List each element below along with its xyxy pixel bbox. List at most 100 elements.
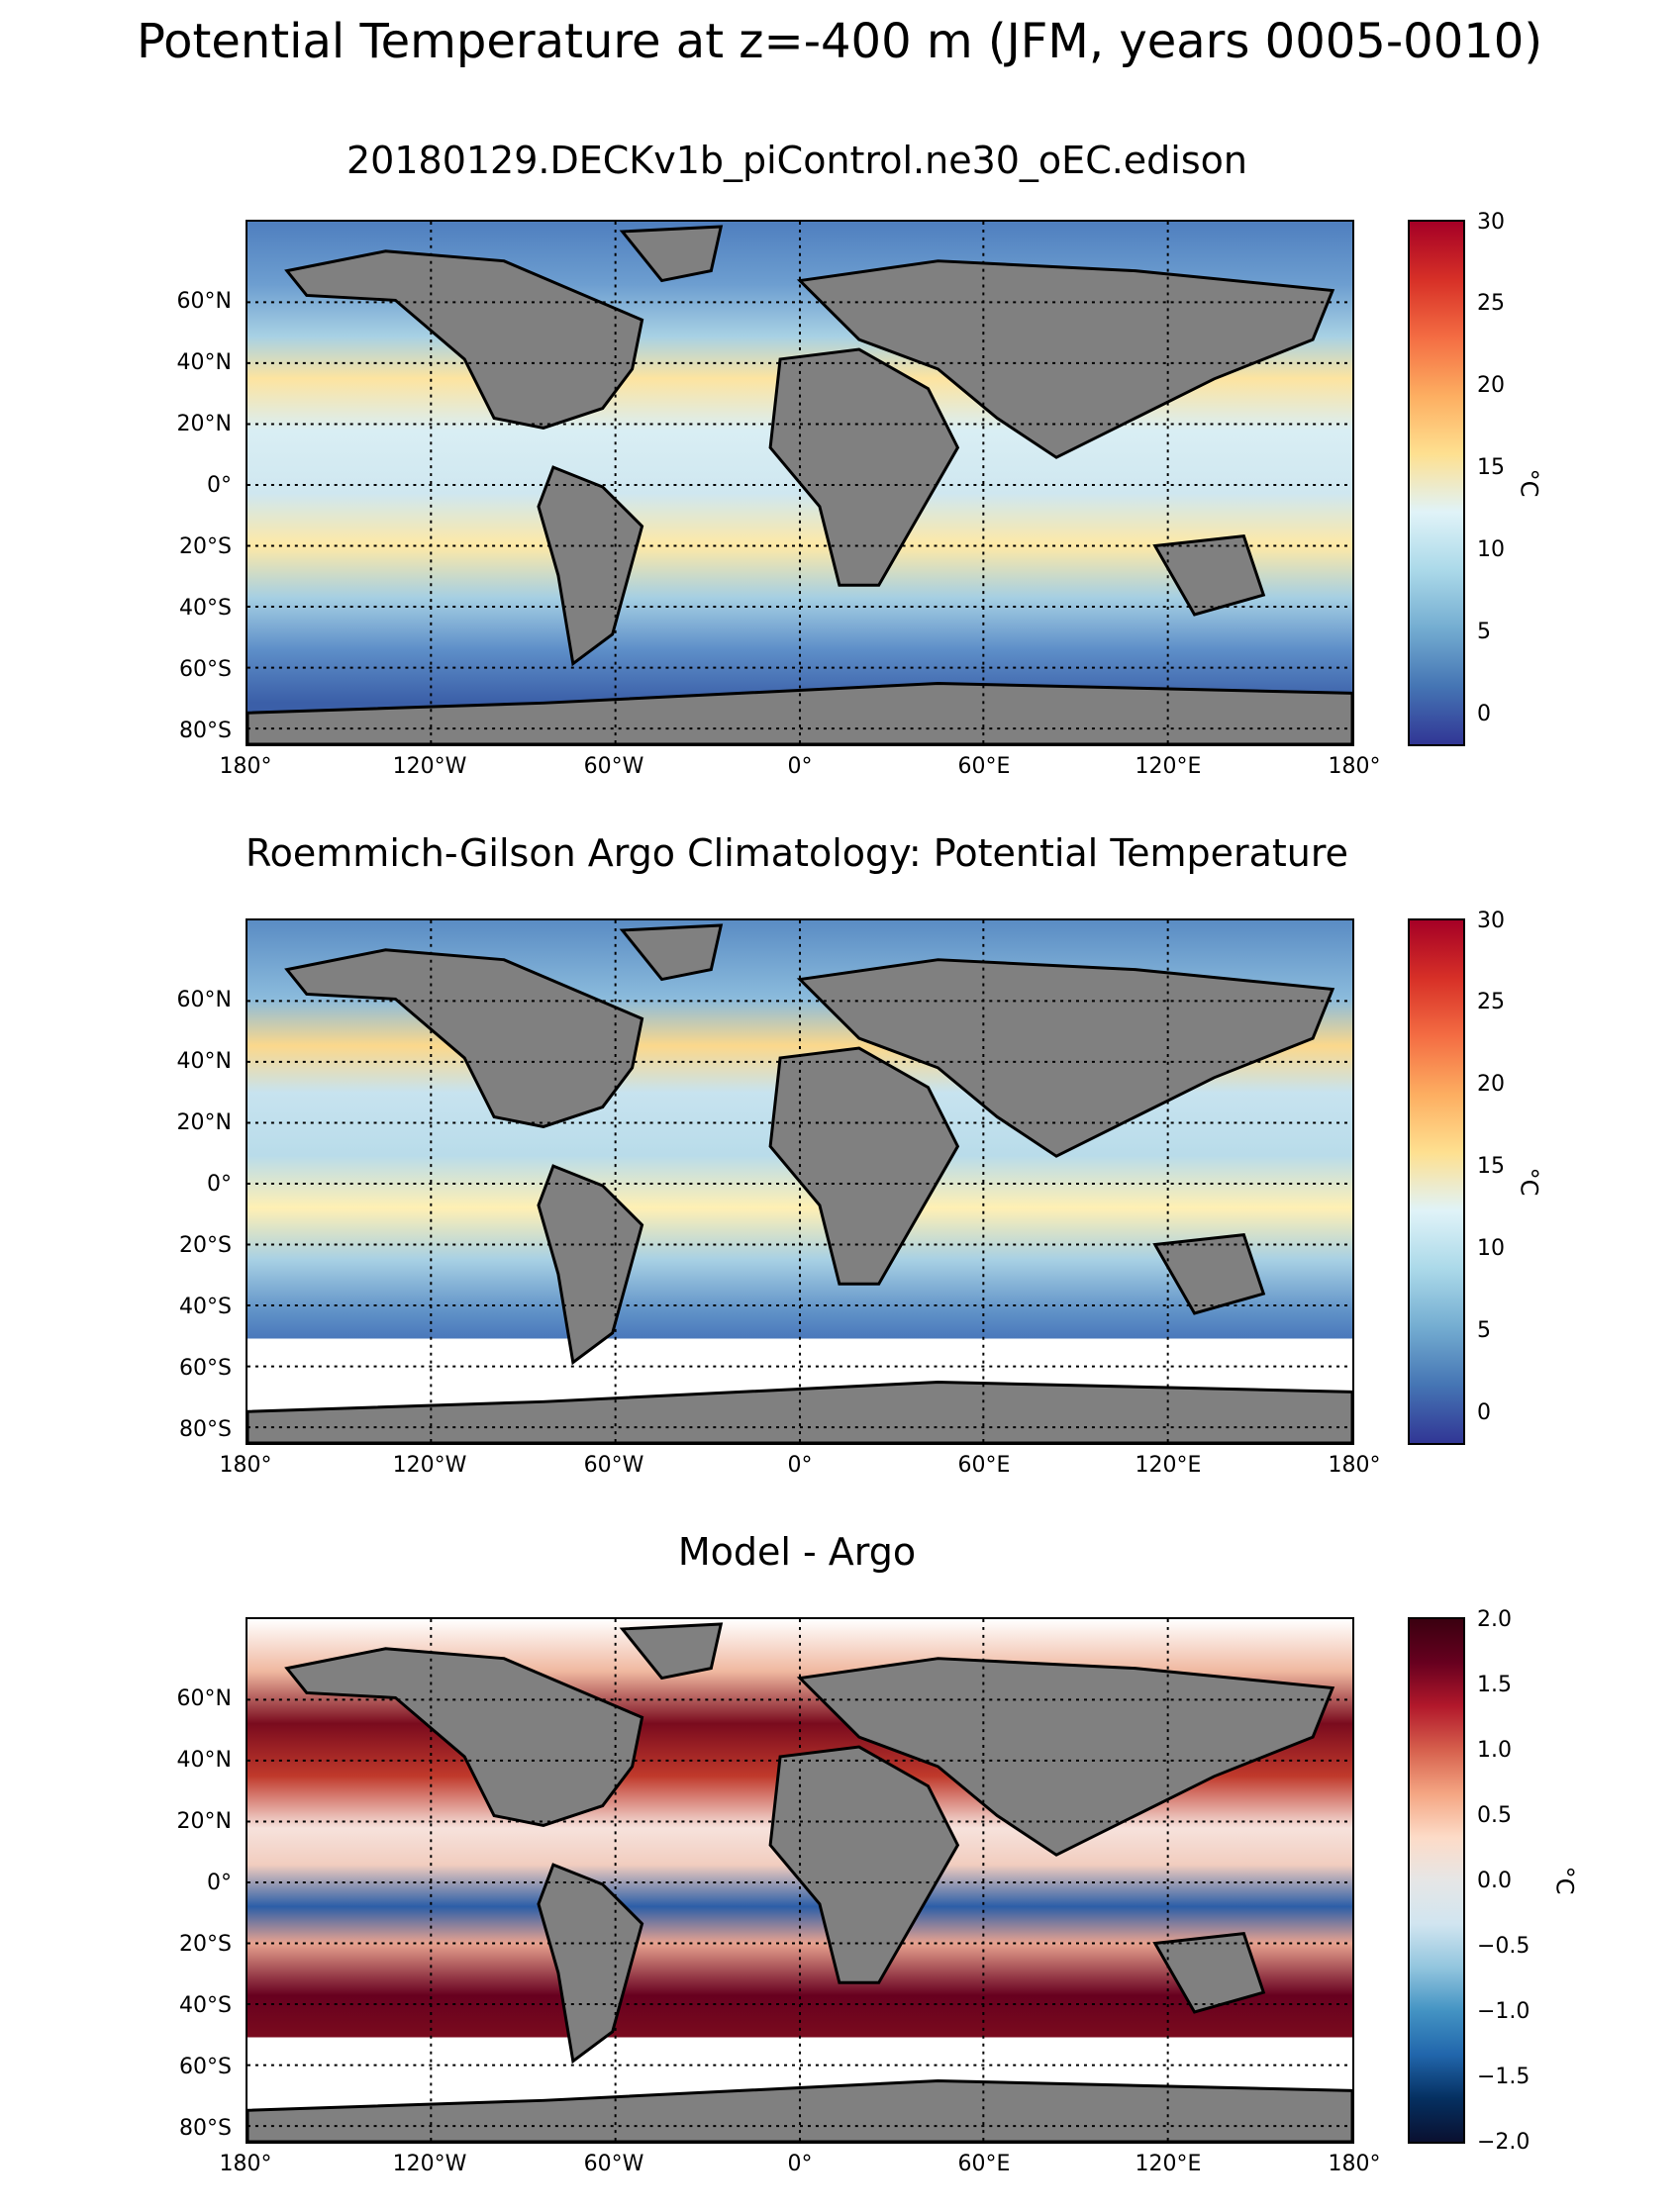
panel-2-lat-60s: 60°S bbox=[179, 1356, 232, 1381]
panel-2-lat-40n: 40°N bbox=[176, 1049, 232, 1074]
panel-1-lat-20s: 20°S bbox=[179, 534, 232, 559]
panel-2-cb-tick: 15 bbox=[1477, 1154, 1505, 1179]
panel-2-lon-180e: 180° bbox=[1328, 1453, 1381, 1478]
panel-2-map-svg bbox=[247, 920, 1352, 1443]
panel-3-colorbar-label: °C bbox=[1550, 1866, 1579, 1895]
panel-2-cb-tick: 10 bbox=[1477, 1236, 1505, 1261]
panel-2-cb-tick: 20 bbox=[1477, 1072, 1505, 1097]
panel-3-lon-180e: 180° bbox=[1328, 2152, 1381, 2176]
panel-2-lat-20s: 20°S bbox=[179, 1233, 232, 1258]
panel-2-cb-tick: 0 bbox=[1477, 1400, 1491, 1425]
panel-3-lon-60e: 60°E bbox=[957, 2152, 1011, 2176]
panel-1-lat-60s: 60°S bbox=[179, 657, 232, 682]
panel-3-cb-tick: −1.0 bbox=[1477, 1999, 1531, 2024]
panel-1-colorbar-label: °C bbox=[1515, 468, 1543, 498]
panel-1-cb-tick: 25 bbox=[1477, 291, 1505, 316]
greenland-shape bbox=[619, 1622, 724, 1681]
panel-3-cb-tick: 2.0 bbox=[1477, 1607, 1512, 1632]
panel-2-lon-120e: 120°E bbox=[1135, 1453, 1202, 1478]
panel-1-cb-tick: 30 bbox=[1477, 210, 1505, 235]
panel-1-colorbar bbox=[1408, 220, 1465, 746]
panel-1-cb-tick: 0 bbox=[1477, 702, 1491, 726]
panel-3-colorbar bbox=[1408, 1617, 1465, 2144]
panel-2-lon-180w: 180° bbox=[219, 1453, 272, 1478]
panel-3-lon-60w: 60°W bbox=[583, 2152, 644, 2176]
panel-1-lon-120e: 120°E bbox=[1135, 754, 1202, 779]
panel-1-cb-tick: 20 bbox=[1477, 373, 1505, 398]
panel-3-map bbox=[246, 1617, 1354, 2144]
panel-3-lat-20n: 20°N bbox=[176, 1809, 232, 1834]
north-america-shape bbox=[284, 1647, 644, 1827]
panel-2-colorbar-label: °C bbox=[1515, 1167, 1543, 1197]
north-america-shape bbox=[284, 249, 644, 430]
panel-1-lon-60w: 60°W bbox=[583, 754, 644, 779]
panel-3-lat-20s: 20°S bbox=[179, 1932, 232, 1957]
panel-2-cb-tick: 25 bbox=[1477, 990, 1505, 1014]
africa-shape bbox=[768, 347, 960, 587]
australia-shape bbox=[1152, 1931, 1266, 2014]
panel-3-lon-120e: 120°E bbox=[1135, 2152, 1202, 2176]
panel-2-lat-0: 0° bbox=[207, 1172, 232, 1197]
panel-3-cb-tick: −2.0 bbox=[1477, 2130, 1531, 2155]
panel-1-lon-60e: 60°E bbox=[957, 754, 1011, 779]
panel-1-lon-120w: 120°W bbox=[392, 754, 467, 779]
panel-3-cb-tick: 1.5 bbox=[1477, 1673, 1512, 1697]
panel-3-cb-tick: 0.0 bbox=[1477, 1869, 1512, 1893]
panel-1-lat-20n: 20°N bbox=[176, 412, 232, 436]
greenland-shape bbox=[619, 225, 724, 283]
panel-3-lat-40n: 40°N bbox=[176, 1748, 232, 1773]
south-america-shape bbox=[537, 1164, 644, 1366]
panel-1-map bbox=[246, 220, 1354, 746]
panel-1-lon-180w: 180° bbox=[219, 754, 272, 779]
panel-3-lon-0: 0° bbox=[787, 2152, 813, 2176]
panel-2-colorbar bbox=[1408, 918, 1465, 1445]
panel-2-lat-60n: 60°N bbox=[176, 988, 232, 1012]
panel-1-lat-80s: 80°S bbox=[179, 719, 232, 743]
panel-3-cb-tick: −1.5 bbox=[1477, 2065, 1531, 2089]
south-america-shape bbox=[537, 1863, 644, 2065]
panel-3-title: Model - Argo bbox=[677, 1530, 917, 1574]
panel-3-map-svg bbox=[247, 1619, 1352, 2142]
panel-1-lat-0: 0° bbox=[207, 473, 232, 498]
panel-3-lat-60s: 60°S bbox=[179, 2055, 232, 2079]
africa-shape bbox=[768, 1745, 960, 1984]
panel-3-lat-80s: 80°S bbox=[179, 2116, 232, 2141]
panel-1-lon-0: 0° bbox=[787, 754, 813, 779]
panel-1-cb-tick: 5 bbox=[1477, 620, 1491, 644]
panel-1-title: 20180129.DECKv1b_piControl.ne30_oEC.edis… bbox=[346, 139, 1247, 182]
panel-1-cb-tick: 10 bbox=[1477, 537, 1505, 562]
australia-shape bbox=[1152, 533, 1266, 617]
panel-3-lon-180w: 180° bbox=[219, 2152, 272, 2176]
panel-2-lat-20n: 20°N bbox=[176, 1110, 232, 1135]
africa-shape bbox=[768, 1046, 960, 1286]
panel-3-lat-60n: 60°N bbox=[176, 1686, 232, 1711]
panel-2-lon-120w: 120°W bbox=[392, 1453, 467, 1478]
australia-shape bbox=[1152, 1232, 1266, 1315]
eurasia-shape bbox=[796, 1657, 1335, 1857]
panel-1-cb-tick: 15 bbox=[1477, 455, 1505, 480]
panel-1-lat-40s: 40°S bbox=[179, 596, 232, 621]
panel-3-lat-0: 0° bbox=[207, 1871, 232, 1895]
eurasia-shape bbox=[796, 259, 1335, 459]
panel-2-cb-tick: 5 bbox=[1477, 1318, 1491, 1343]
panel-2-lat-40s: 40°S bbox=[179, 1295, 232, 1319]
greenland-shape bbox=[619, 923, 724, 982]
panel-2-cb-tick: 30 bbox=[1477, 909, 1505, 933]
panel-2-map bbox=[246, 918, 1354, 1445]
panel-1-lat-60n: 60°N bbox=[176, 289, 232, 314]
north-america-shape bbox=[284, 948, 644, 1128]
panel-2-lon-60w: 60°W bbox=[583, 1453, 644, 1478]
panel-3-lon-120w: 120°W bbox=[392, 2152, 467, 2176]
eurasia-shape bbox=[796, 958, 1335, 1158]
panel-3-cb-tick: −0.5 bbox=[1477, 1934, 1531, 1959]
panel-3-cb-tick: 0.5 bbox=[1477, 1803, 1512, 1828]
panel-3-lat-40s: 40°S bbox=[179, 1993, 232, 2018]
panel-2-lon-0: 0° bbox=[787, 1453, 813, 1478]
panel-2-lat-80s: 80°S bbox=[179, 1417, 232, 1442]
panel-1-lat-40n: 40°N bbox=[176, 350, 232, 375]
panel-1-map-svg bbox=[247, 222, 1352, 744]
panel-2-lon-60e: 60°E bbox=[957, 1453, 1011, 1478]
figure-suptitle: Potential Temperature at z=-400 m (JFM, … bbox=[136, 14, 1543, 69]
panel-1-lon-180e: 180° bbox=[1328, 754, 1381, 779]
panel-2-title: Roemmich-Gilson Argo Climatology: Potent… bbox=[245, 831, 1349, 875]
